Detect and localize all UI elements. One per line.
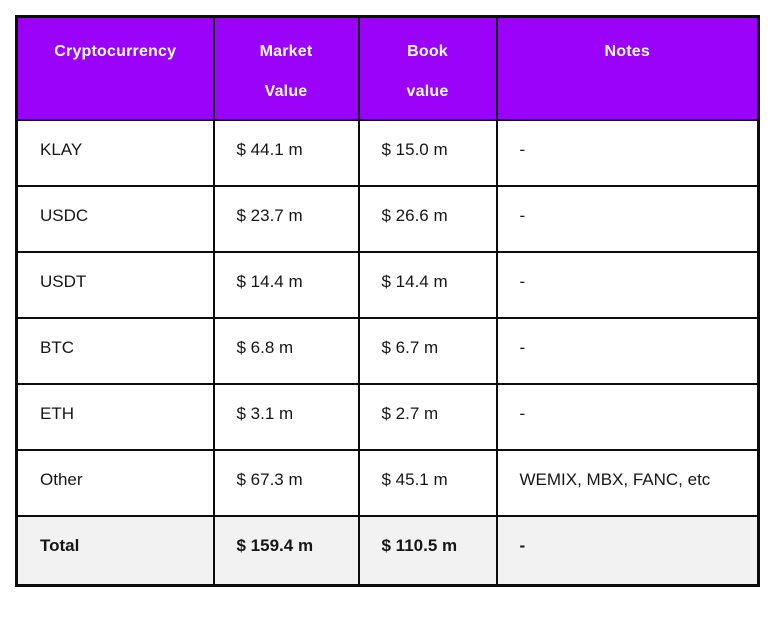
cell-notes: - [495,184,760,253]
cell-cryptocurrency: Other [15,448,215,517]
header-label: Value [264,83,308,100]
cell-market-value: $ 159.4 m [212,514,360,587]
cell-notes: - [495,514,760,587]
cell-cryptocurrency: USDT [15,250,215,319]
header-label: value [406,83,449,100]
cell-notes: - [495,250,760,319]
table-row-other: Other $ 67.3 m $ 45.1 m WEMIX, MBX, FANC… [15,448,760,517]
cell-cryptocurrency: Total [15,514,215,587]
cell-market-value: $ 14.4 m [212,250,360,319]
cell-book-value: $ 14.4 m [357,250,498,319]
column-header-cryptocurrency: Cryptocurrency [15,15,215,121]
header-label: Market [259,43,313,60]
cell-book-value: $ 110.5 m [357,514,498,587]
cell-notes: - [495,316,760,385]
cell-notes: WEMIX, MBX, FANC, etc [495,448,760,517]
header-label: Book [407,43,448,60]
cell-market-value: $ 44.1 m [212,118,360,187]
column-header-notes: Notes [495,15,760,121]
cell-book-value: $ 6.7 m [357,316,498,385]
column-header-book-value: Book value [357,15,498,121]
cell-book-value: $ 26.6 m [357,184,498,253]
table-row-eth: ETH $ 3.1 m $ 2.7 m - [15,382,760,451]
cell-market-value: $ 67.3 m [212,448,360,517]
header-row: Cryptocurrency Market Value Book value N… [15,15,760,121]
table-row-total: Total $ 159.4 m $ 110.5 m - [15,514,760,587]
table-row-klay: KLAY $ 44.1 m $ 15.0 m - [15,118,760,187]
crypto-holdings-table: Cryptocurrency Market Value Book value N… [15,15,760,587]
cell-cryptocurrency: KLAY [15,118,215,187]
header-label: Cryptocurrency [54,43,177,60]
cell-book-value: $ 45.1 m [357,448,498,517]
cell-market-value: $ 6.8 m [212,316,360,385]
cell-notes: - [495,118,760,187]
cell-cryptocurrency: BTC [15,316,215,385]
cell-market-value: $ 3.1 m [212,382,360,451]
cell-cryptocurrency: ETH [15,382,215,451]
cell-cryptocurrency: USDC [15,184,215,253]
column-header-market-value: Market Value [212,15,360,121]
table-row-usdt: USDT $ 14.4 m $ 14.4 m - [15,250,760,319]
cell-market-value: $ 23.7 m [212,184,360,253]
cell-book-value: $ 15.0 m [357,118,498,187]
table-row-usdc: USDC $ 23.7 m $ 26.6 m - [15,184,760,253]
header-label: Notes [604,43,650,60]
table-row-btc: BTC $ 6.8 m $ 6.7 m - [15,316,760,385]
cell-book-value: $ 2.7 m [357,382,498,451]
cell-notes: - [495,382,760,451]
